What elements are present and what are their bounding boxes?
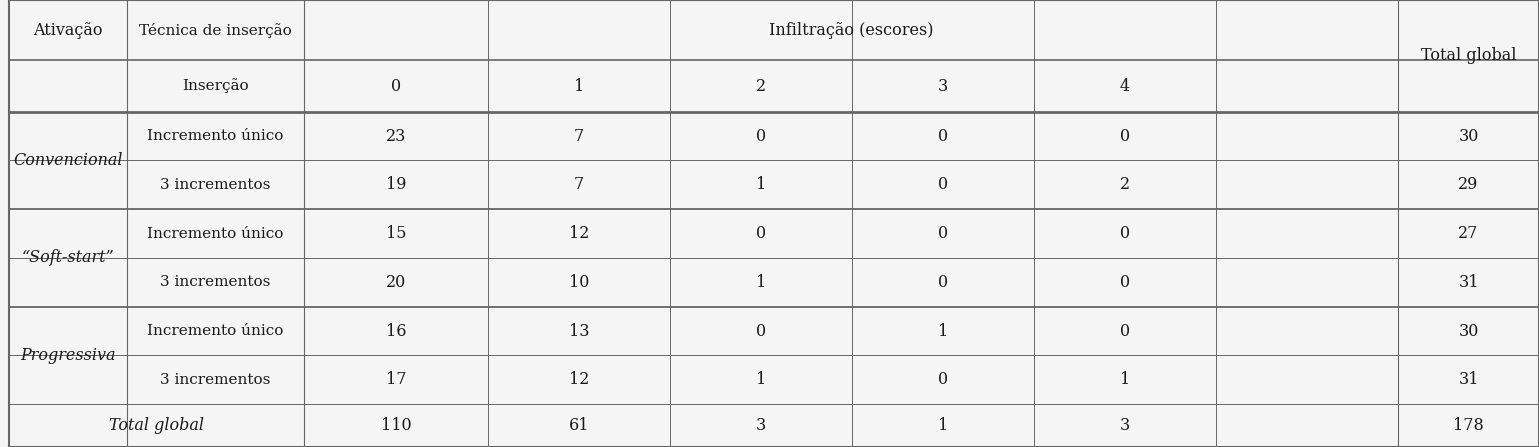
Text: 19: 19 (386, 176, 406, 194)
Text: 15: 15 (386, 225, 406, 242)
Text: Total global: Total global (109, 417, 205, 434)
Text: 23: 23 (386, 127, 406, 145)
Text: Ativação: Ativação (32, 21, 103, 39)
Text: 0: 0 (1120, 322, 1130, 340)
Text: 2: 2 (1120, 176, 1130, 194)
Text: 0: 0 (1120, 127, 1130, 145)
Text: 13: 13 (568, 322, 589, 340)
Text: 0: 0 (937, 274, 948, 291)
Text: Incremento único: Incremento único (148, 227, 283, 240)
Text: 0: 0 (937, 127, 948, 145)
Text: 1: 1 (937, 417, 948, 434)
Text: 10: 10 (568, 274, 589, 291)
Text: Incremento único: Incremento único (148, 129, 283, 143)
Text: 3: 3 (1120, 417, 1130, 434)
Text: Total global: Total global (1420, 47, 1516, 64)
Text: “Soft-start”: “Soft-start” (22, 249, 114, 266)
Text: 1: 1 (1120, 371, 1130, 388)
Text: 29: 29 (1459, 176, 1479, 194)
Text: 1: 1 (756, 176, 766, 194)
Text: 3 incrementos: 3 incrementos (160, 178, 271, 192)
Text: 0: 0 (937, 371, 948, 388)
Text: Infiltração (escores): Infiltração (escores) (770, 21, 934, 39)
Text: 1: 1 (574, 77, 583, 95)
Text: 0: 0 (756, 225, 766, 242)
Text: 4: 4 (1120, 77, 1130, 95)
Text: 3: 3 (937, 77, 948, 95)
Text: 0: 0 (391, 77, 402, 95)
Text: Técnica de inserção: Técnica de inserção (139, 23, 292, 38)
Text: 0: 0 (937, 225, 948, 242)
Text: 61: 61 (568, 417, 589, 434)
Text: 0: 0 (1120, 274, 1130, 291)
Text: 27: 27 (1459, 225, 1479, 242)
Text: Incremento único: Incremento único (148, 324, 283, 338)
Text: 12: 12 (568, 225, 589, 242)
Text: 31: 31 (1459, 274, 1479, 291)
Text: 30: 30 (1459, 322, 1479, 340)
Text: 0: 0 (756, 127, 766, 145)
Text: 3 incrementos: 3 incrementos (160, 275, 271, 289)
Text: 0: 0 (1120, 225, 1130, 242)
Text: Inserção: Inserção (182, 79, 249, 93)
Text: 16: 16 (386, 322, 406, 340)
Text: Progressiva: Progressiva (20, 347, 115, 364)
Text: 7: 7 (574, 176, 583, 194)
Text: 1: 1 (756, 274, 766, 291)
Text: 30: 30 (1459, 127, 1479, 145)
Text: 17: 17 (386, 371, 406, 388)
Text: 3 incrementos: 3 incrementos (160, 373, 271, 387)
Text: 1: 1 (756, 371, 766, 388)
Text: 0: 0 (937, 176, 948, 194)
Text: Convencional: Convencional (12, 152, 123, 169)
Text: 110: 110 (380, 417, 411, 434)
Text: 0: 0 (756, 322, 766, 340)
Text: 3: 3 (756, 417, 766, 434)
Text: 7: 7 (574, 127, 583, 145)
Text: 1: 1 (937, 322, 948, 340)
Text: 31: 31 (1459, 371, 1479, 388)
Text: 2: 2 (756, 77, 766, 95)
Text: 12: 12 (568, 371, 589, 388)
Text: 20: 20 (386, 274, 406, 291)
Text: 178: 178 (1453, 417, 1484, 434)
